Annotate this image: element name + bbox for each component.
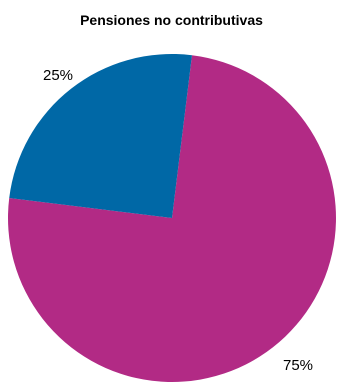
pie-slice-0 [7,55,336,382]
pie-slice-label-0: 75% [283,357,313,374]
pie-slice-1 [9,53,192,218]
pie-slices [7,53,336,382]
pie-slice-label-1: 25% [43,67,73,84]
chart-title: Pensiones no contributivas [80,12,263,28]
pie-labels: 75% 25% [43,67,313,374]
